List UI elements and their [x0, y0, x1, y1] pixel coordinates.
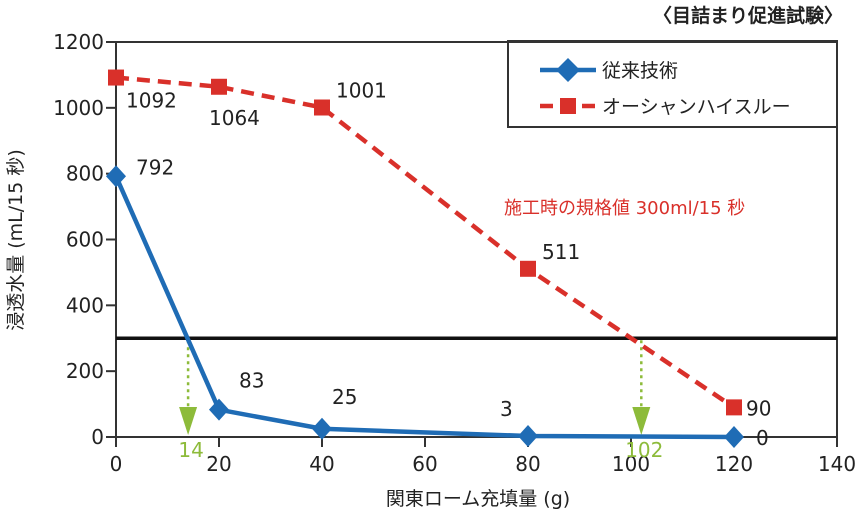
- legend-label-conventional: 従来技術: [602, 60, 678, 82]
- x-tick-label: 100: [612, 452, 650, 476]
- y-tick-label: 1000: [53, 96, 104, 120]
- y-tick-label: 200: [66, 359, 104, 383]
- data-point-square: [108, 69, 124, 86]
- data-point-square: [726, 399, 742, 416]
- data-label: 90: [746, 396, 771, 420]
- data-point-square: [314, 99, 330, 116]
- intercept-arrow-head: [179, 407, 198, 435]
- data-point-diamond: [106, 165, 126, 188]
- data-label: 1064: [209, 106, 260, 130]
- chart-title: 〈目詰まり促進試験〉: [653, 4, 843, 27]
- data-label: 511: [542, 240, 580, 264]
- y-axis-label: 浸透水量 (mL/15 秒): [5, 149, 27, 331]
- x-tick-label: 40: [309, 452, 334, 476]
- legend-marker-square: [560, 98, 576, 114]
- data-point-diamond: [209, 398, 229, 421]
- legend: 従来技術 オーシャンハイスルー: [507, 40, 838, 128]
- intercept-label: 14: [178, 438, 203, 462]
- x-tick-label: 80: [515, 452, 540, 476]
- x-tick-label: 0: [110, 452, 123, 476]
- y-tick-label: 800: [66, 162, 104, 186]
- data-point-diamond: [518, 425, 538, 448]
- intercept-label: 102: [625, 438, 663, 462]
- x-tick-label: 140: [818, 452, 856, 476]
- data-label: 25: [332, 385, 357, 409]
- data-label: 3: [500, 397, 513, 421]
- data-label: 83: [239, 369, 264, 393]
- y-tick-label: 1200: [53, 30, 104, 54]
- legend-marker-diamond: [556, 58, 580, 82]
- x-tick-label: 20: [206, 452, 231, 476]
- y-tick-label: 0: [91, 425, 104, 449]
- data-label: 0: [756, 426, 769, 450]
- data-label: 1092: [126, 89, 177, 113]
- x-tick-label: 60: [412, 452, 437, 476]
- legend-label-ocean-high-through: オーシャンハイスルー: [602, 96, 791, 118]
- data-point-square: [211, 78, 227, 95]
- intercept-arrow-head: [632, 407, 651, 435]
- data-point-diamond: [724, 426, 744, 448]
- data-label: 1001: [336, 79, 387, 103]
- x-axis-label: 関東ローム充填量 (g): [386, 488, 570, 510]
- y-tick-label: 400: [66, 293, 104, 317]
- data-point-square: [520, 260, 536, 277]
- y-tick-label: 600: [66, 228, 104, 252]
- threshold-label: 施工時の規格値 300ml/15 秒: [504, 198, 745, 219]
- data-label: 792: [136, 155, 174, 179]
- data-point-diamond: [312, 417, 332, 440]
- x-tick-label: 120: [715, 452, 753, 476]
- series-line-1: [115, 75, 736, 410]
